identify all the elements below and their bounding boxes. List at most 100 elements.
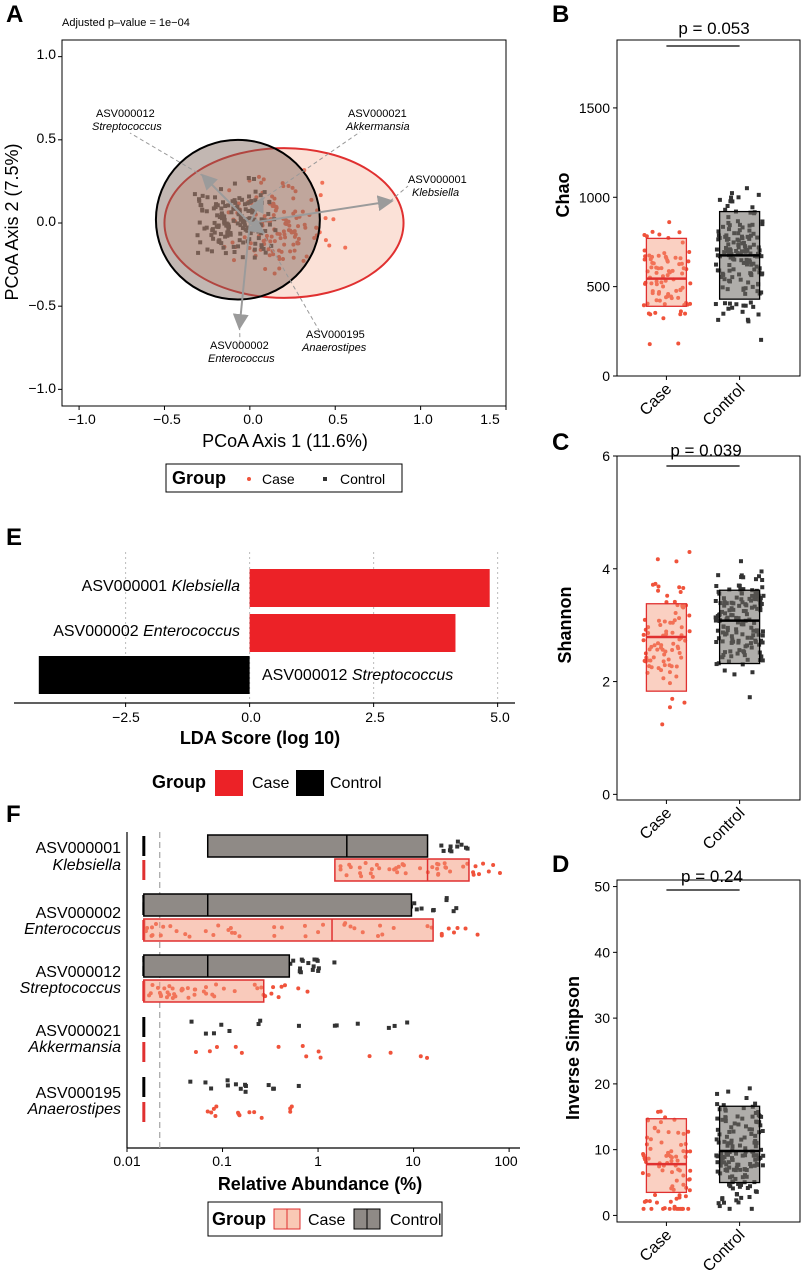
case-point	[640, 1171, 645, 1176]
case-point	[281, 184, 286, 189]
shannon-boxplot: 0 2 4 6 Case Control	[602, 448, 801, 853]
case-point	[279, 249, 284, 254]
case-point	[654, 1200, 659, 1205]
inverse-simpson-y-axis-label: Inverse Simpson	[563, 976, 583, 1120]
x-tick-label: 0.01	[113, 1153, 140, 1169]
control-point	[229, 210, 234, 215]
case-box	[143, 979, 265, 1003]
case-point	[286, 228, 291, 233]
control-point	[715, 614, 720, 619]
taxon-name-label: Enterococcus	[24, 921, 121, 938]
case-point	[662, 302, 667, 307]
control-point	[739, 1182, 744, 1187]
control-point	[211, 236, 216, 241]
control-point	[730, 1186, 735, 1191]
control-point	[263, 250, 268, 255]
control-point	[271, 1086, 276, 1091]
control-point	[209, 233, 214, 238]
case-point	[647, 664, 652, 669]
case-point	[679, 261, 684, 266]
case-point	[687, 613, 692, 618]
control-point	[233, 200, 238, 205]
case-point	[650, 260, 655, 265]
case-point	[679, 655, 684, 660]
control-point	[713, 618, 718, 623]
case-point	[291, 211, 296, 216]
case-point	[654, 298, 659, 303]
y-tick-label: 1.0	[37, 46, 57, 62]
case-point	[681, 1149, 686, 1154]
y-tick-label: 40	[594, 944, 610, 960]
case-point	[658, 1109, 663, 1114]
x-tick-label: −1.0	[68, 411, 96, 427]
case-point	[661, 1206, 666, 1211]
control-point	[215, 213, 220, 218]
case-point	[648, 1137, 653, 1142]
case-point	[656, 618, 661, 623]
case-point	[687, 250, 692, 255]
control-point	[736, 195, 741, 200]
case-point	[679, 625, 684, 630]
case-point	[677, 650, 682, 655]
case-point	[652, 643, 657, 648]
control-point	[219, 187, 224, 192]
case-point	[277, 232, 282, 237]
taxon-name-label: Streptococcus	[20, 980, 121, 997]
case-point	[678, 309, 683, 314]
control-point	[392, 1023, 397, 1028]
case-point	[654, 279, 659, 284]
control-box	[143, 893, 413, 917]
case-point	[323, 216, 328, 221]
control-point	[715, 268, 720, 273]
case-point	[673, 611, 678, 616]
control-point	[238, 231, 243, 236]
control-point	[212, 220, 217, 225]
control-point	[315, 958, 320, 963]
case-point	[491, 862, 496, 867]
control-point	[243, 1082, 248, 1087]
control-point	[242, 202, 247, 207]
arrow-leader-line	[389, 185, 409, 202]
case-point	[242, 235, 247, 240]
lda-x-axis-label: LDA Score (log 10)	[180, 728, 340, 748]
case-point	[686, 1129, 691, 1134]
case-point	[256, 174, 261, 179]
case-point	[667, 705, 672, 710]
x-tick-label: Control	[700, 805, 748, 853]
case-point	[678, 1206, 683, 1211]
control-point	[747, 1195, 752, 1200]
lda-label-asv000001: ASV000001 Klebsiella	[82, 578, 240, 595]
case-point	[687, 629, 692, 634]
case-point	[688, 1168, 693, 1173]
lda-label-asv000012: ASV000012 Streptococcus	[262, 667, 453, 684]
control-point	[237, 238, 242, 243]
control-point	[216, 224, 221, 229]
case-point	[669, 296, 674, 301]
control-point	[405, 1020, 410, 1025]
x-tick-label: 0.0	[243, 411, 263, 427]
control-point	[252, 176, 257, 181]
case-point	[280, 181, 285, 186]
case-point	[674, 288, 679, 293]
control-point	[222, 219, 227, 224]
case-point	[473, 864, 478, 869]
case-point	[276, 1044, 281, 1049]
x-tick-label: 1	[314, 1153, 322, 1169]
control-point	[218, 232, 223, 237]
control-point	[717, 1204, 722, 1209]
control-point	[753, 1189, 758, 1194]
control-point	[269, 243, 274, 248]
control-point	[261, 246, 266, 251]
control-point	[211, 1031, 216, 1036]
control-point	[758, 608, 763, 613]
y-tick-label: 500	[587, 279, 611, 295]
legend-case-swatch	[215, 770, 243, 796]
legend-case-label: Case	[262, 471, 295, 487]
control-point	[253, 189, 258, 194]
case-point	[259, 180, 264, 185]
case-point	[675, 1158, 680, 1163]
control-point	[258, 1018, 263, 1023]
control-point	[291, 958, 296, 963]
x-tick-label: 0.5	[328, 411, 348, 427]
control-point	[196, 250, 201, 255]
